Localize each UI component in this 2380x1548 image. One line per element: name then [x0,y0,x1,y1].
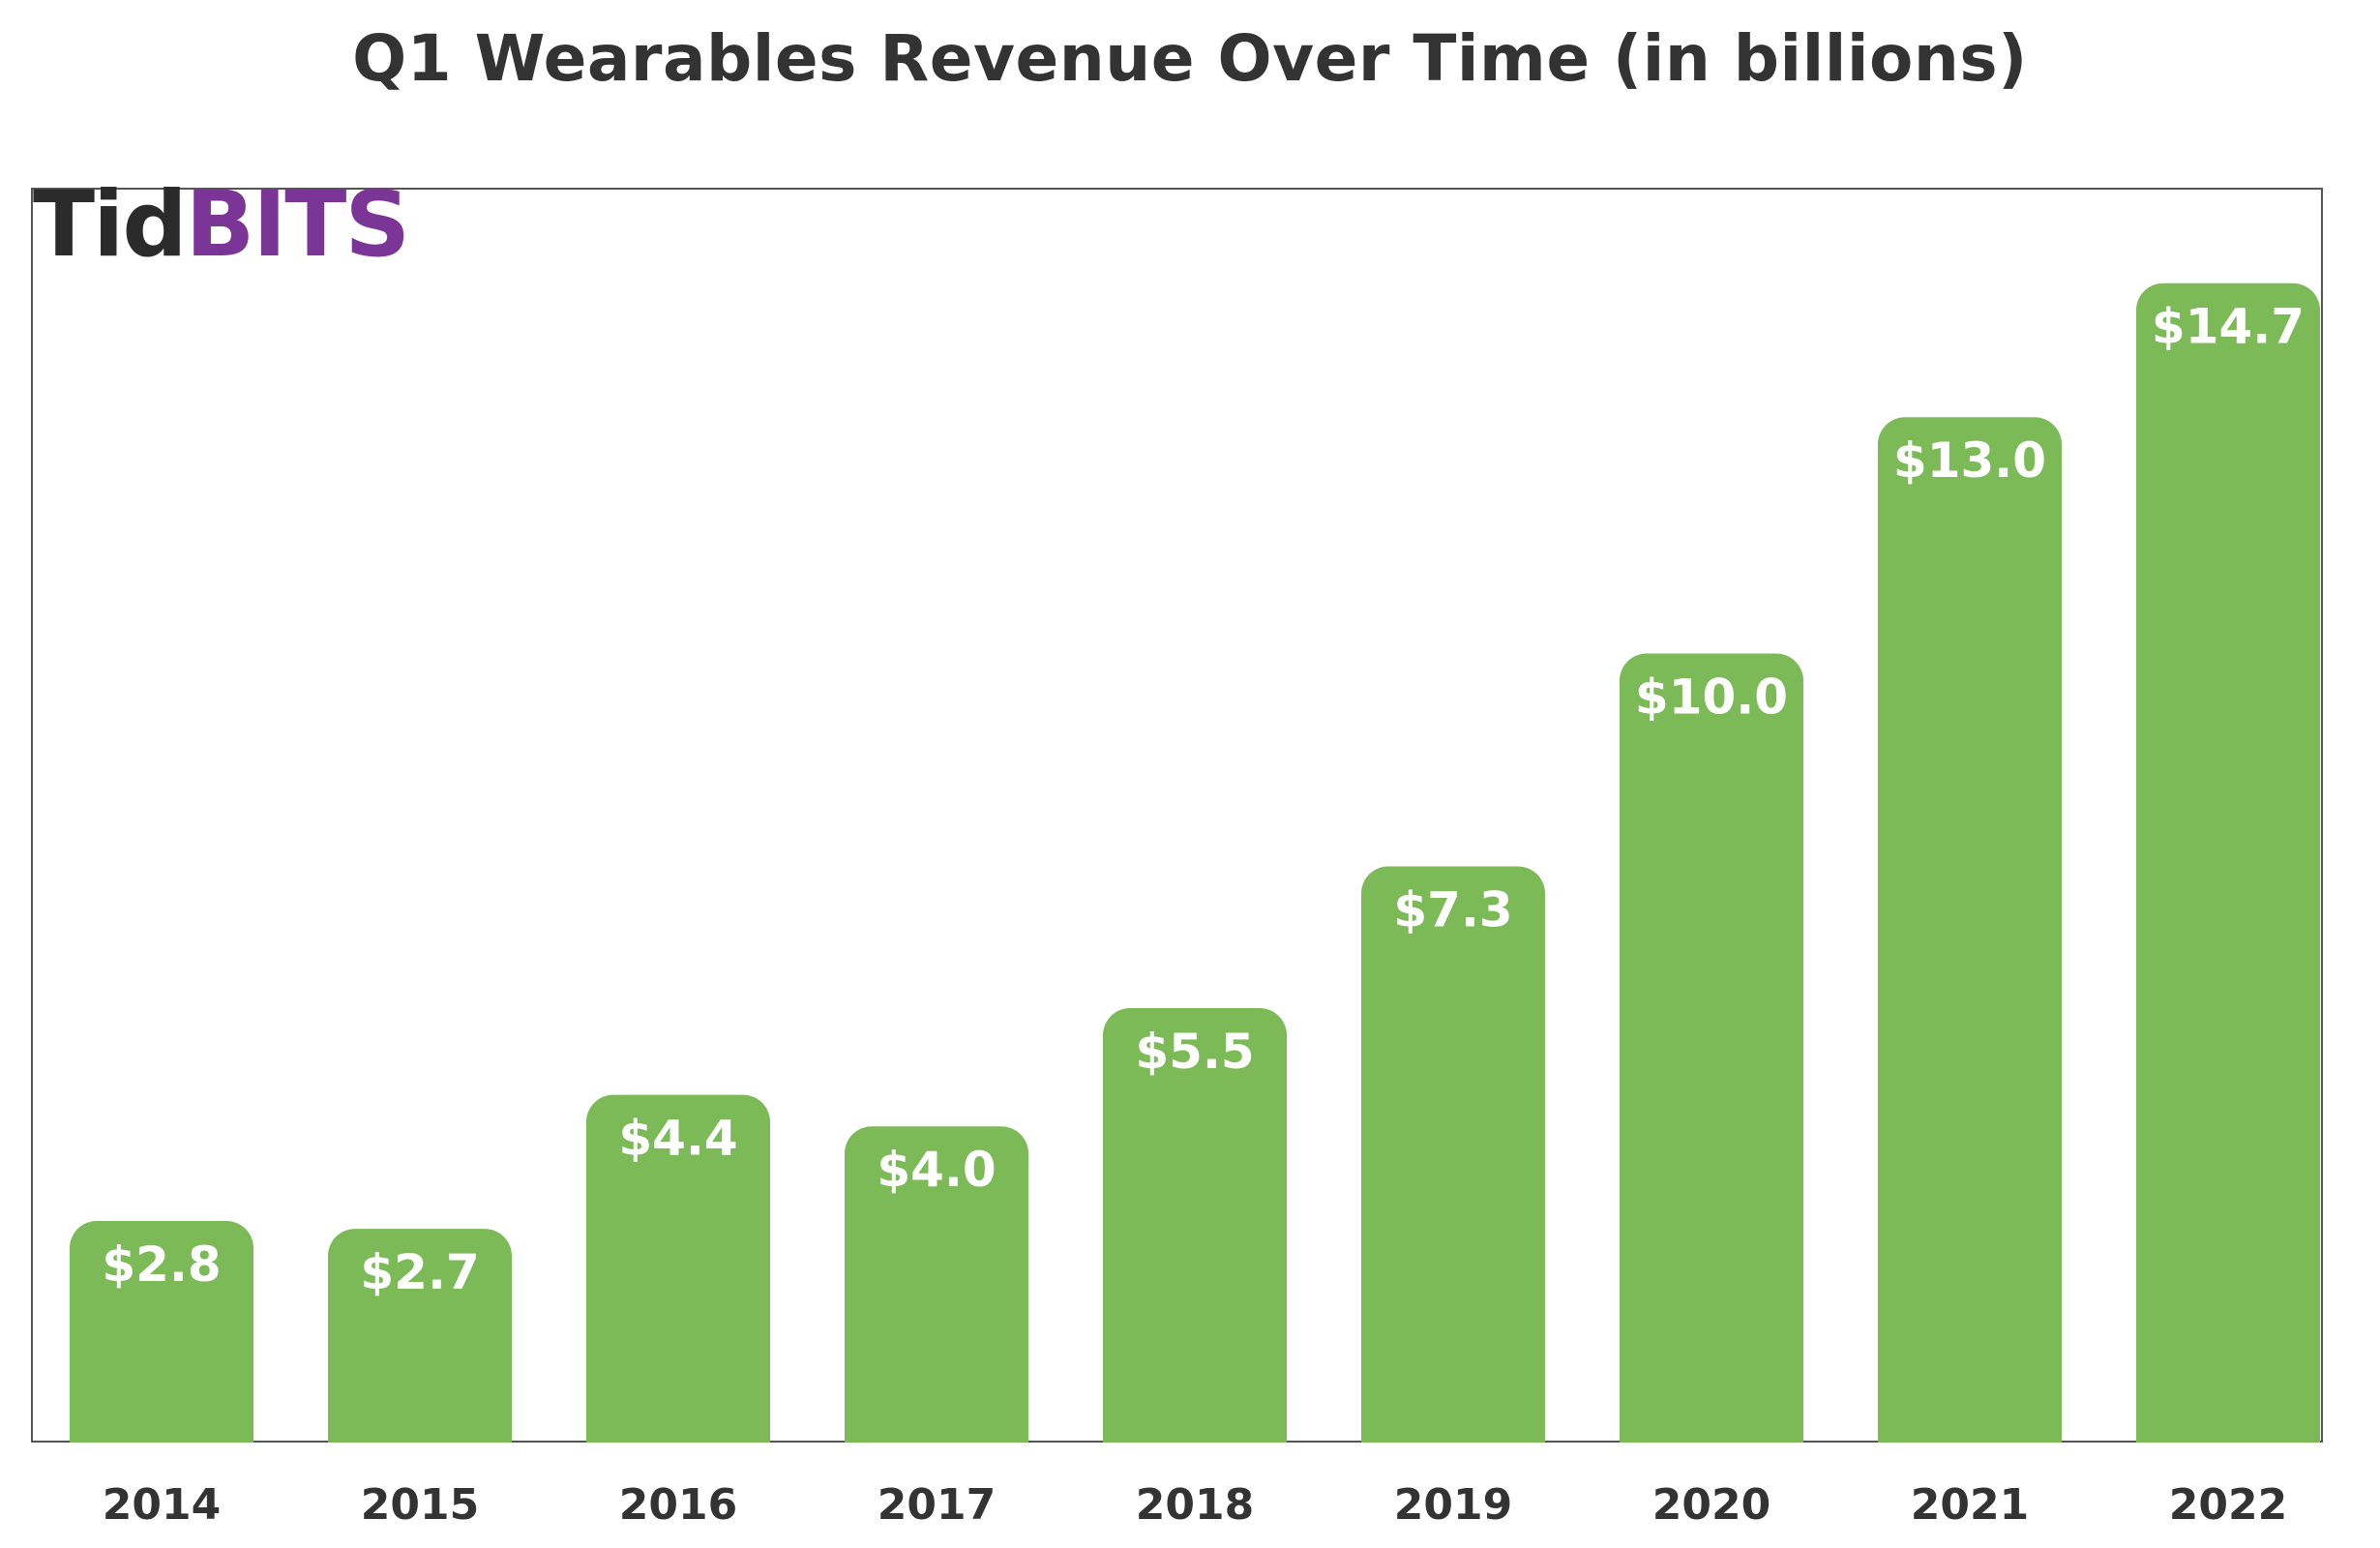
x-tick-label-2018: 2018 [1136,1480,1254,1530]
x-tick-label-2020: 2020 [1652,1480,1770,1530]
chart-title: Q1 Wearables Revenue Over Time (in billi… [352,21,2028,96]
x-tick-label-2019: 2019 [1394,1480,1512,1530]
x-tick-label-2014: 2014 [103,1480,221,1530]
bar-2020 [1620,653,1803,1469]
x-tick-label-2017: 2017 [878,1480,996,1530]
x-tick-label-2022: 2022 [2169,1480,2287,1530]
bars-group [33,283,2321,1474]
data-labels-group: $2.8 $2.7 $4.4 $4.0 $5.5 $7.3 $10.0 $13.0 $14.7 [102,299,2305,1300]
x-tick-label-2015: 2015 [361,1480,479,1530]
data-label-2020: $10.0 [1635,670,1788,726]
x-tick-label-2016: 2016 [619,1480,737,1530]
data-label-2021: $13.0 [1893,432,2046,489]
bar-2015 [328,1229,512,1469]
data-label-2014: $2.8 [102,1236,221,1293]
data-label-2016: $4.4 [618,1111,737,1167]
logo-text-bits: BITS [185,172,410,278]
bar-2021 [1878,417,2062,1470]
bar-2022 [2136,283,2320,1469]
x-tick-labels-group: 2014 2015 2016 2017 2018 2019 2020 2021 2022 [103,1480,2287,1530]
x-tick-label-2021: 2021 [1911,1480,2029,1530]
baseline-mask [33,1443,2321,1474]
bar-2017 [845,1126,1028,1469]
data-label-2018: $5.5 [1135,1024,1254,1080]
bar-2019 [1361,866,1545,1469]
data-label-2022: $14.7 [2152,299,2305,355]
data-label-2015: $2.7 [360,1244,479,1300]
tidbits-logo: TidBITS [33,180,410,271]
bar-2018 [1103,1008,1287,1469]
bar-2014 [70,1220,253,1469]
data-label-2019: $7.3 [1393,881,1512,938]
bar-2016 [586,1094,770,1469]
data-label-2017: $4.0 [877,1142,996,1198]
logo-text-tid: Tid [33,172,188,278]
